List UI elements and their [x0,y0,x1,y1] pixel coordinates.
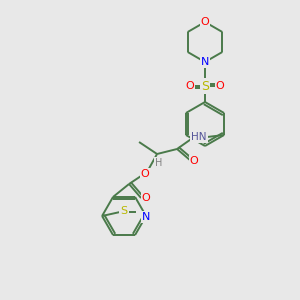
Text: N: N [142,212,150,222]
Text: O: O [141,169,149,179]
Text: S: S [121,206,128,216]
Text: O: O [186,81,194,91]
Text: N: N [201,57,209,67]
Text: O: O [201,17,209,27]
Text: H: H [155,158,163,168]
Text: HN: HN [191,132,207,142]
Text: O: O [190,156,198,166]
Text: O: O [142,193,150,203]
Text: O: O [216,81,224,91]
Text: S: S [201,80,209,92]
